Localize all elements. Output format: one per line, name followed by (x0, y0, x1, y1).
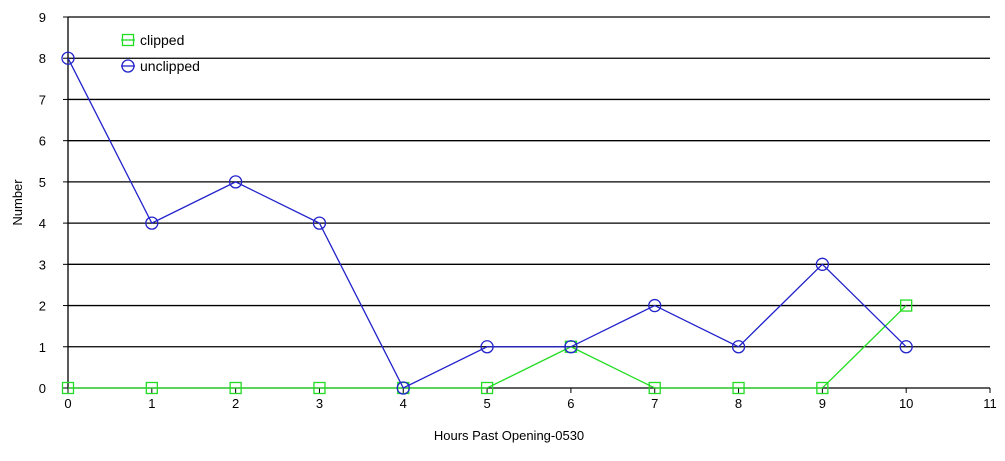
data-point-unclipped (564, 340, 578, 354)
x-tick-label: 2 (232, 396, 239, 411)
legend-label: unclipped (140, 58, 200, 74)
data-point-unclipped (648, 298, 662, 313)
data-point-unclipped (480, 340, 494, 354)
data-point-clipped (229, 381, 242, 395)
legend-item-clipped: clipped (121, 32, 184, 48)
data-point-unclipped (145, 216, 159, 230)
data-point-clipped (648, 381, 661, 395)
legend-marker-clipped (121, 33, 135, 47)
y-tick-label: 9 (39, 10, 46, 25)
legend: clipped unclipped (121, 32, 200, 74)
x-tick-label: 11 (983, 396, 997, 411)
data-point-unclipped (228, 175, 243, 189)
x-tick-labels: 0 1 2 3 4 5 6 7 8 9 10 11 (64, 388, 997, 411)
x-tick-label: 9 (819, 396, 826, 411)
legend-marker-unclipped (121, 59, 135, 73)
data-point-clipped (313, 381, 326, 395)
x-tick-label: 1 (148, 396, 155, 411)
series-unclipped (61, 51, 913, 395)
y-tick-label: 4 (39, 216, 46, 231)
y-tick-label: 2 (39, 299, 46, 314)
axes (67, 17, 990, 389)
y-axis-title: Number (10, 179, 25, 226)
data-point-unclipped (815, 257, 830, 271)
x-tick-label: 4 (400, 396, 407, 411)
legend-label: clipped (140, 32, 184, 48)
series (61, 51, 913, 395)
series-clipped (61, 299, 913, 395)
y-tick-label: 0 (39, 381, 46, 396)
data-point-unclipped (731, 340, 746, 354)
x-tick-label: 0 (64, 396, 71, 411)
data-point-clipped (900, 299, 913, 312)
series-line-clipped (68, 305, 907, 389)
data-point-clipped (732, 381, 745, 395)
x-axis-title: Hours Past Opening-0530 (434, 428, 584, 443)
data-point-clipped (480, 381, 494, 395)
y-tick-labels: 0 1 2 3 4 5 6 7 8 9 (39, 10, 68, 396)
x-tick-label: 3 (316, 396, 323, 411)
y-tick-label: 3 (39, 257, 46, 272)
data-point-unclipped (899, 340, 913, 354)
y-tick-label: 6 (39, 134, 46, 149)
y-tick-label: 8 (39, 51, 46, 66)
series-line-unclipped (67, 57, 907, 389)
x-tick-label: 8 (735, 396, 742, 411)
data-point-clipped (145, 381, 158, 395)
y-tick-label: 7 (39, 92, 46, 107)
y-tick-label: 1 (39, 340, 46, 355)
x-tick-label: 7 (651, 396, 658, 411)
data-point-clipped (816, 381, 829, 395)
data-point-unclipped (396, 381, 410, 395)
x-tick-label: 10 (899, 396, 913, 411)
data-point-unclipped (61, 51, 75, 65)
y-tick-label: 5 (39, 175, 46, 190)
grid-lines (68, 16, 990, 348)
legend-item-unclipped: unclipped (121, 58, 200, 74)
data-point-unclipped (312, 216, 327, 230)
x-tick-label: 5 (483, 396, 490, 411)
x-tick-label: 6 (567, 396, 574, 411)
data-point-clipped (61, 381, 75, 395)
